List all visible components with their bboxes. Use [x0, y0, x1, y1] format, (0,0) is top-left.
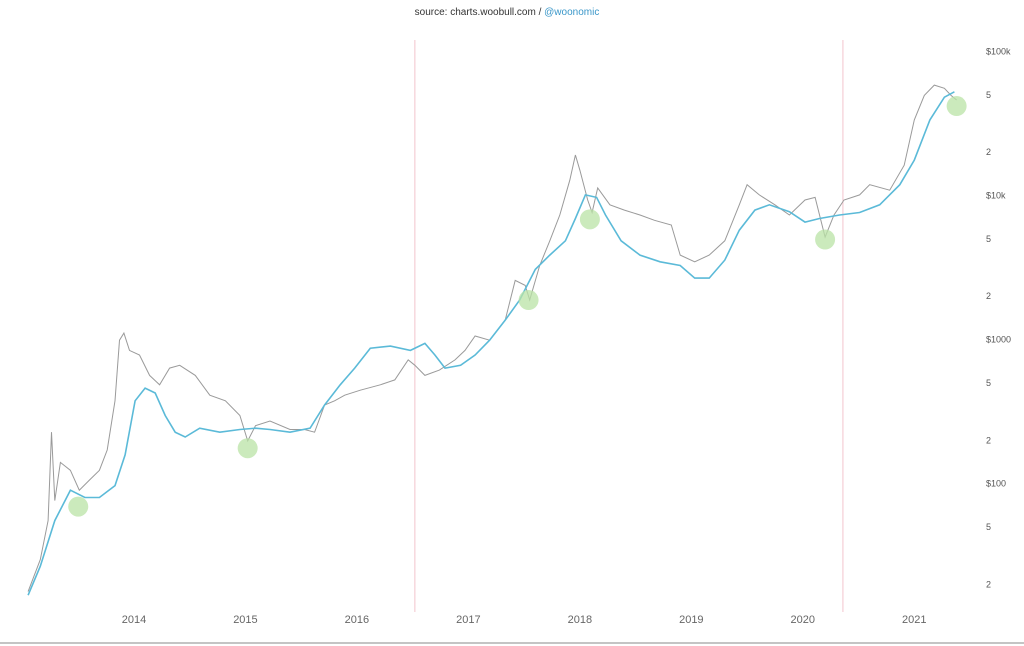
y-tick-label: 2 — [986, 291, 991, 301]
source-text: source: charts.woobull.com / — [415, 7, 542, 18]
y-tick-label: 5 — [986, 234, 991, 244]
x-tick-label: 2018 — [568, 614, 592, 626]
y-tick-label: 2 — [986, 147, 991, 157]
x-tick-label: 2020 — [791, 614, 815, 626]
y-tick-label: $100 — [986, 479, 1006, 489]
source-handle: @woonomic — [544, 7, 599, 18]
y-tick-label: 5 — [986, 378, 991, 388]
x-tick-label: 2021 — [902, 614, 926, 626]
bottom-marker — [946, 96, 967, 117]
series-line — [27, 84, 957, 592]
y-tick-label: 2 — [986, 579, 991, 589]
chart-source: source: charts.woobull.com / @woonomic — [415, 7, 600, 18]
x-tick-label: 2017 — [456, 614, 480, 626]
y-tick-label: 2 — [986, 435, 991, 445]
x-tick-label: 2015 — [233, 614, 257, 626]
y-tick-label: 5 — [986, 522, 991, 532]
bottom-marker — [68, 496, 89, 517]
x-tick-label: 2014 — [122, 614, 146, 626]
y-tick-label: $100k — [986, 46, 1011, 56]
x-tick-label: 2019 — [679, 614, 703, 626]
x-tick-label: 2016 — [345, 614, 369, 626]
bottom-marker — [237, 438, 258, 459]
bottom-marker — [518, 290, 539, 311]
y-tick-label: $1000 — [986, 335, 1011, 345]
series-line — [27, 91, 955, 596]
bottom-marker — [579, 209, 600, 230]
y-tick-label: 5 — [986, 90, 991, 100]
bottom-marker — [815, 229, 836, 250]
y-tick-label: $10k — [986, 191, 1006, 201]
